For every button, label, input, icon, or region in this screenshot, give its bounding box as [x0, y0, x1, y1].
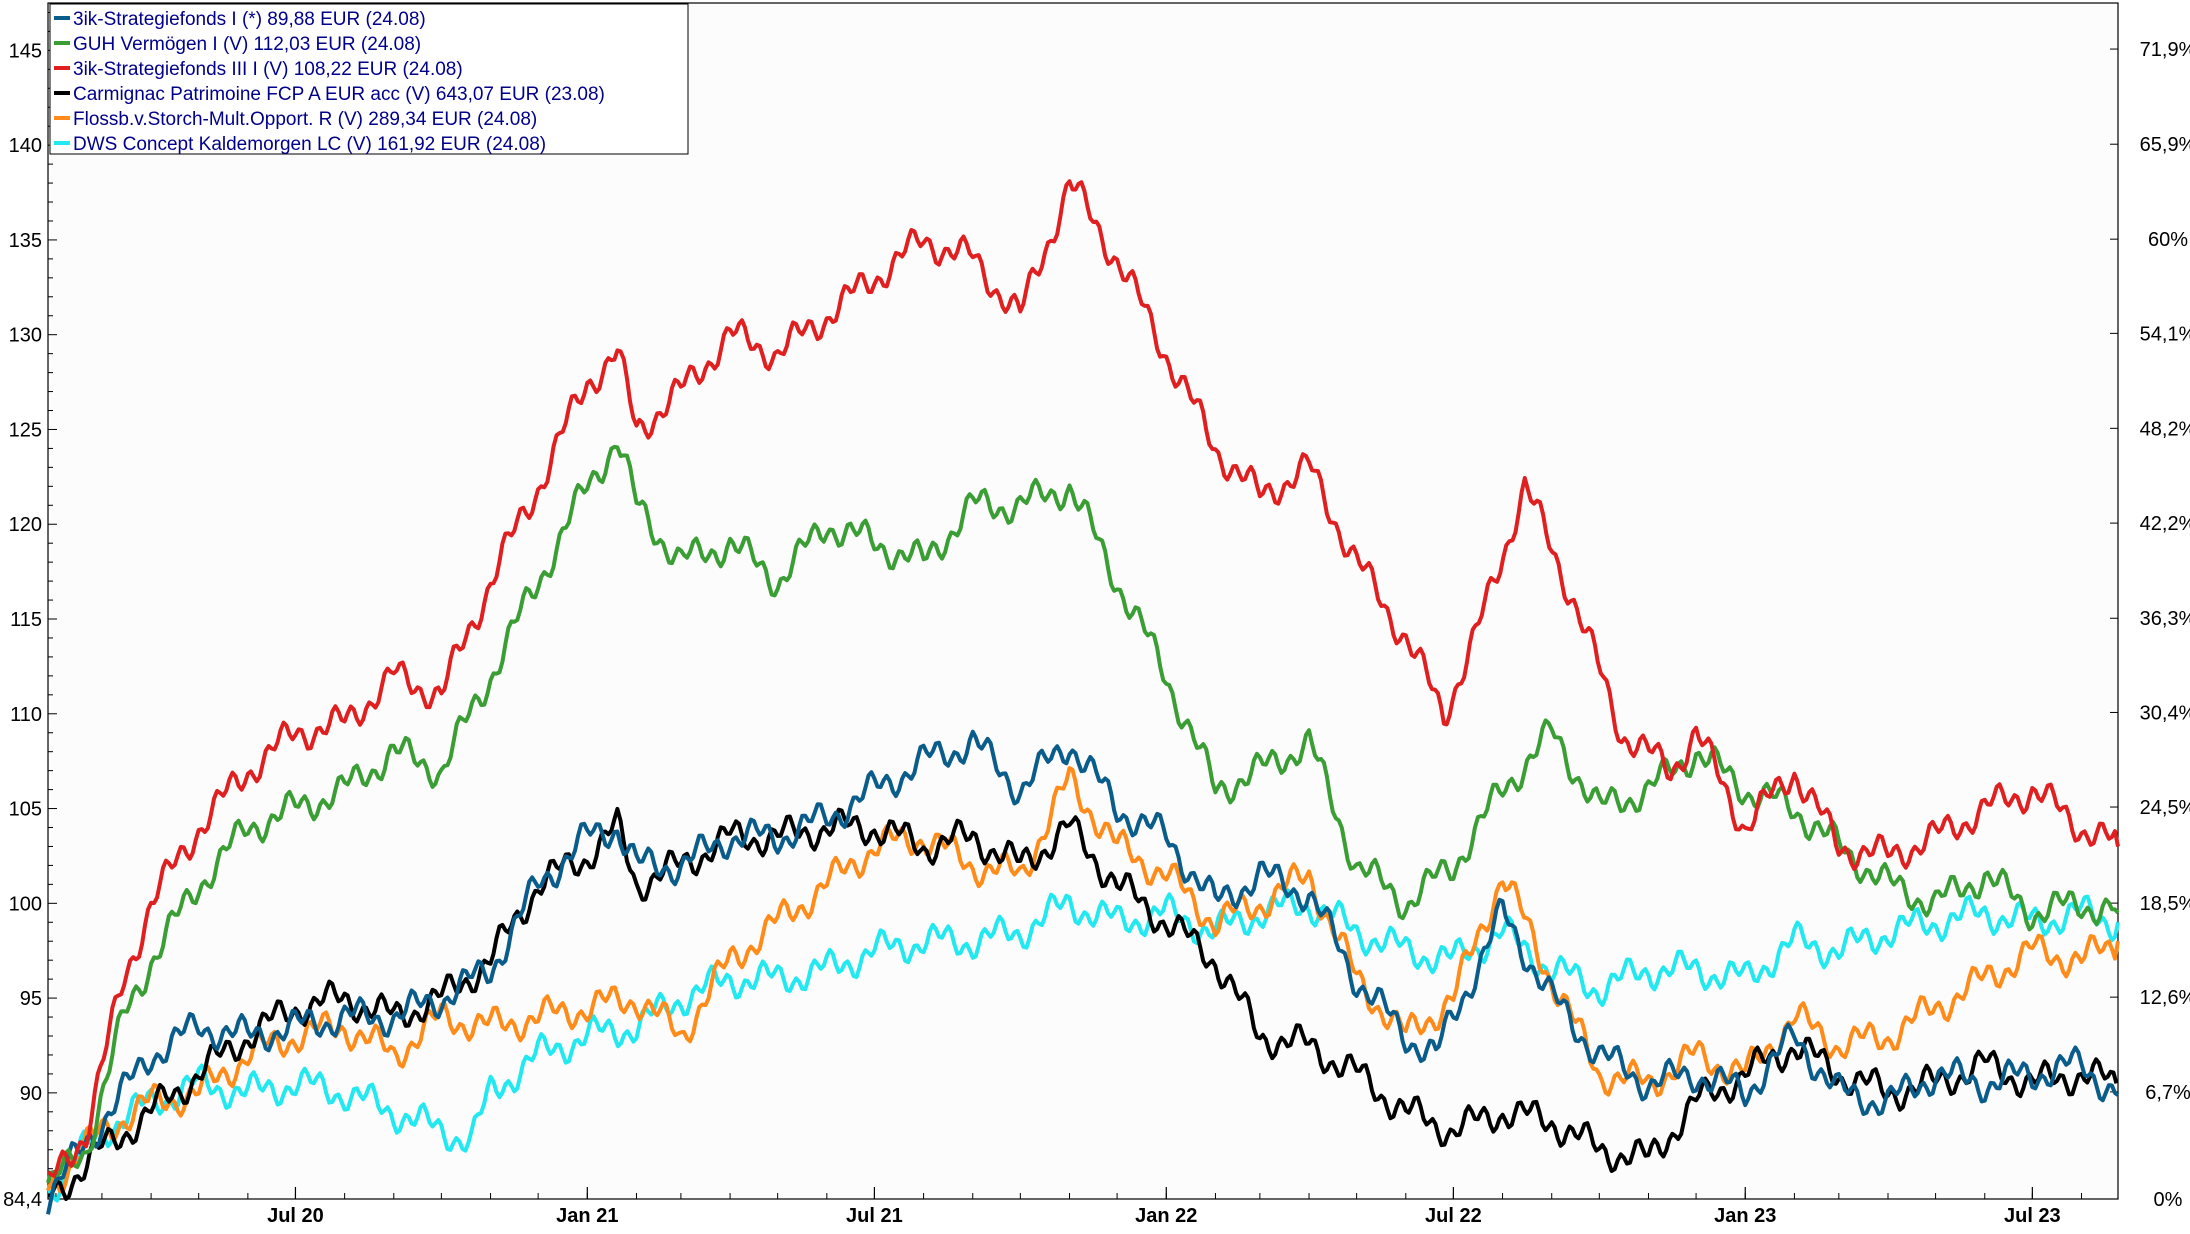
y-right-tick-label: 30,4%: [2140, 702, 2190, 724]
legend-entry: Carmignac Patrimoine FCP A EUR acc (V) 6…: [73, 84, 605, 105]
y-right-tick-label: 12,6%: [2140, 987, 2190, 1009]
x-tick-label: Jan 22: [1135, 1205, 1197, 1227]
legend-box: [49, 3, 689, 155]
plot-area: [47, 2, 2119, 1200]
series-lines: [46, 179, 2120, 1215]
x-tick-label: Jan 21: [556, 1205, 618, 1227]
y-right-tick-label: 36,3%: [2140, 608, 2190, 630]
axis-ticks: 84,4 90 95 100 105 110 115 120 125 130 135 140 145 0%…: [3, 11, 2190, 1227]
x-tick-label: Jul 20: [267, 1205, 324, 1227]
y-left-tick-label: 90: [20, 1083, 42, 1105]
series-line: [46, 179, 2120, 1178]
legend-entry: 3ik-Strategiefonds III I (V) 108,22 EUR …: [73, 59, 463, 80]
legend-entry: GUH Vermögen I (V) 112,03 EUR (24.08): [73, 34, 421, 55]
y-left-tick-label: 120: [9, 514, 42, 536]
y-right-tick-label: 24,5%: [2140, 797, 2190, 819]
y-left-tick-label: 145: [9, 40, 42, 62]
legend: 3ik-Strategiefonds I (*) 89,88 EUR (24.0…: [49, 3, 689, 155]
y-right-tick-label: 54,1%: [2140, 323, 2190, 345]
y-left-tick-label: 84,4: [3, 1189, 42, 1211]
y-left-tick-label: 95: [20, 988, 42, 1010]
y-right-tick-label: 6,7%: [2145, 1082, 2190, 1104]
y-left-tick-label: 110: [10, 704, 42, 726]
x-tick-label: Jul 22: [1425, 1205, 1482, 1227]
y-right-tick-label: 42,2%: [2140, 513, 2190, 535]
y-right-tick-label: 71,9%: [2140, 39, 2190, 61]
legend-entry: DWS Concept Kaldemorgen LC (V) 161,92 EU…: [73, 134, 546, 155]
y-left-tick-label: 115: [10, 609, 42, 631]
y-left-tick-label: 135: [9, 230, 42, 252]
y-left-tick-label: 105: [9, 799, 42, 821]
y-left-tick-label: 130: [9, 325, 42, 347]
x-tick-label: Jul 23: [2004, 1205, 2061, 1227]
y-left-tick-label: 125: [9, 419, 42, 441]
legend-entry: 3ik-Strategiefonds I (*) 89,88 EUR (24.0…: [73, 9, 426, 30]
y-right-tick-label: 18,5%: [2140, 893, 2190, 915]
y-left-tick-label: 140: [9, 135, 42, 157]
series-line: [46, 444, 2120, 1184]
y-left-tick-label: 100: [9, 893, 42, 915]
y-right-tick-label: 60%: [2148, 229, 2188, 251]
series-line: [46, 729, 2120, 1215]
x-tick-label: Jul 21: [846, 1205, 903, 1227]
y-right-tick-label: 65,9%: [2140, 134, 2190, 156]
y-right-tick-label: 48,2%: [2140, 418, 2190, 440]
y-right-tick-label: 0%: [2154, 1189, 2183, 1211]
series-line: [47, 888, 2120, 1203]
legend-entry: Flossb.v.Storch-Mult.Opport. R (V) 289,3…: [73, 109, 537, 130]
x-tick-label: Jan 23: [1714, 1205, 1776, 1227]
